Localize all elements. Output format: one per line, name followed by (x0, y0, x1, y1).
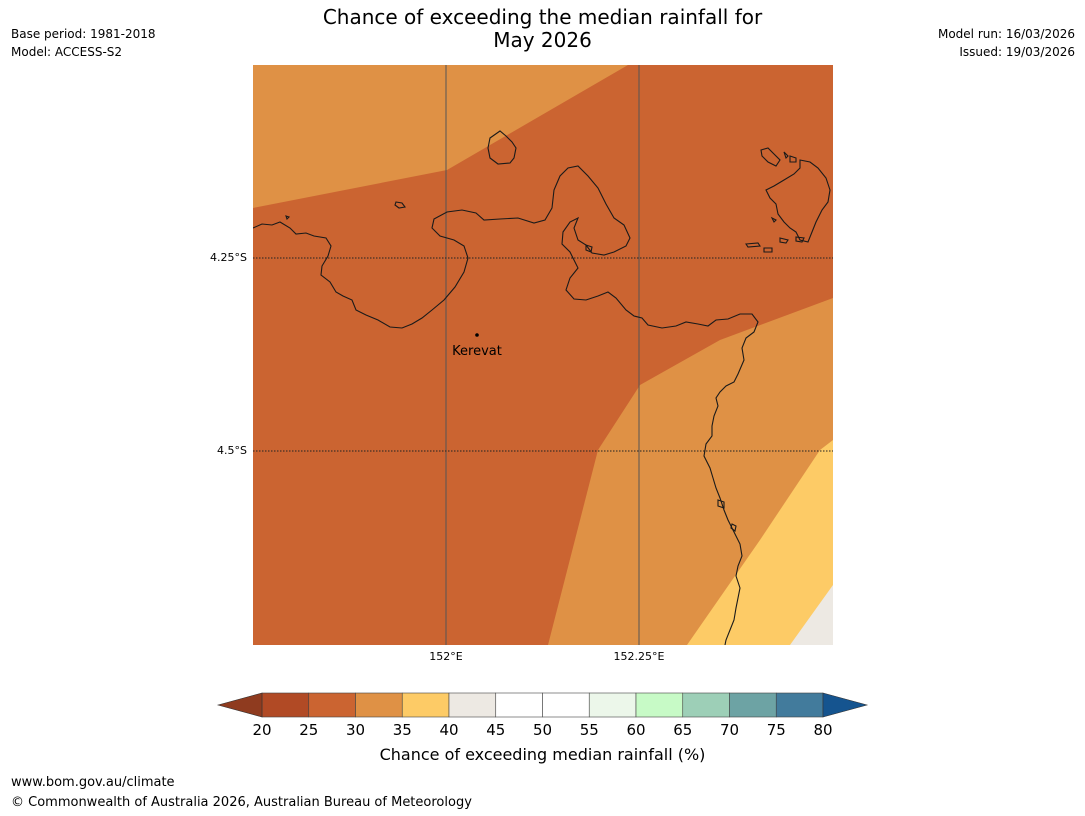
coastline-islet-3 (745, 242, 761, 248)
website-link[interactable]: www.bom.gov.au/climate (11, 775, 175, 790)
band-35-40 (687, 440, 833, 645)
kerevat-marker (475, 333, 479, 337)
colorbar-cell-25-30 (308, 692, 356, 718)
coastline (253, 130, 831, 645)
title-line-1: Chance of exceeding the median rainfall … (322, 5, 763, 29)
colorbar-tick-60: 60 (626, 721, 645, 739)
legend-title: Chance of exceeding median rainfall (%) (379, 745, 706, 764)
map-title: Chance of exceeding the median rainfall … (0, 6, 1085, 52)
title-line-2: May 2026 (493, 28, 592, 52)
coastline-islet-5 (779, 237, 789, 244)
kerevat-label: Kerevat (452, 344, 502, 359)
band-30-35-north (253, 65, 628, 208)
copyright-notice: © Commonwealth of Australia 2026, Austra… (11, 795, 472, 810)
colorbar-cell-50-55 (542, 692, 590, 718)
colorbar-cell-45-50 (495, 692, 543, 718)
model-run: Model run: 16/03/2026 (937, 27, 1075, 41)
colorbar-tick-25: 25 (299, 721, 318, 739)
latitude-label-4-25: 4.25°S (210, 251, 247, 264)
colorbar-under-arrow (216, 692, 263, 718)
colorbar-tick-55: 55 (580, 721, 599, 739)
coastline-islet-10 (585, 244, 593, 253)
colorbar-cell-55-60 (588, 692, 637, 718)
coastline-main (253, 165, 759, 645)
colorbar-tick-80: 80 (813, 721, 832, 739)
colorbar-tick-35: 35 (393, 721, 412, 739)
colorbar-tick-45: 45 (486, 721, 505, 739)
base-period: Base period: 1981-2018 (11, 27, 156, 41)
colorbar-tick-labels: 20 25 30 35 40 45 50 55 60 65 70 75 80 (252, 721, 832, 739)
colorbar-cell-70-75 (729, 692, 777, 718)
colorbar-cell-35-40 (401, 692, 450, 718)
colorbar-tick-40: 40 (439, 721, 458, 739)
coastline-islet-4 (763, 247, 773, 253)
colorbar-tick-20: 20 (252, 721, 271, 739)
colorbar-cell-30-35 (355, 692, 403, 718)
metadata-left: Base period: 1981-2018 Model: ACCESS-S2 (11, 25, 156, 61)
band-40-45 (790, 585, 833, 645)
colorbar-over-arrow (822, 692, 869, 718)
longitude-label-152-25: 152.25°E (613, 650, 665, 663)
model-name: Model: ACCESS-S2 (11, 45, 123, 59)
metadata-right: Model run: 16/03/2026 Issued: 19/03/2026 (938, 25, 1075, 61)
colorbar-cells (261, 692, 824, 718)
colorbar-cell-20-25 (261, 692, 310, 718)
coastline-island-north (487, 130, 517, 165)
colorbar-tick-75: 75 (767, 721, 786, 739)
issued-date: Issued: 19/03/2026 (959, 45, 1075, 59)
colorbar-tick-70: 70 (720, 721, 739, 739)
map-plot-area (253, 65, 833, 645)
colorbar-cell-65-70 (682, 692, 730, 718)
coastline-islet-9 (730, 523, 737, 532)
colorbar-tick-50: 50 (533, 721, 552, 739)
colorbar-tick-30: 30 (346, 721, 365, 739)
colorbar-cell-60-65 (635, 692, 684, 718)
colorbar-cell-40-45 (448, 692, 497, 718)
coastline-islet-1 (394, 201, 406, 209)
coastline-duke-of-york (760, 147, 831, 243)
coastline-islet-7 (770, 216, 777, 223)
coastline-islet-8 (717, 499, 725, 509)
longitude-label-152: 152°E (429, 650, 463, 663)
latitude-label-4-5: 4.5°S (217, 444, 247, 457)
coastline-islet-6 (795, 236, 805, 243)
colorbar-cell-75-80 (775, 692, 824, 718)
colorbar-tick-65: 65 (673, 721, 692, 739)
coastline-islet-2 (285, 215, 291, 221)
